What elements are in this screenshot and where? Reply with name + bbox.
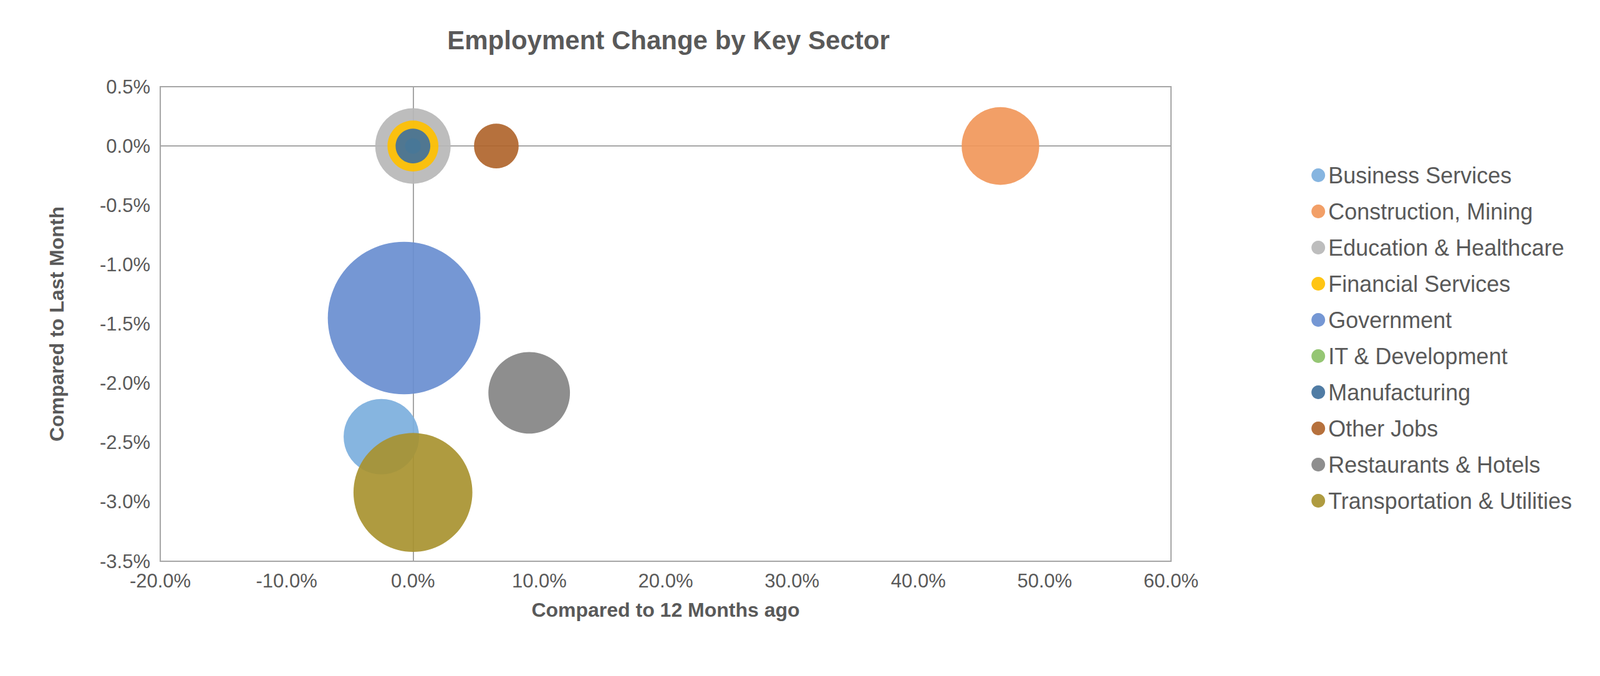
svg-text:Manufacturing: Manufacturing xyxy=(1328,379,1471,406)
svg-text:-3.0%: -3.0% xyxy=(99,490,151,513)
svg-text:Financial Services: Financial Services xyxy=(1328,271,1511,297)
svg-text:-10.0%: -10.0% xyxy=(256,569,318,592)
svg-text:Education & Healthcare: Education & Healthcare xyxy=(1328,235,1564,261)
svg-text:-20.0%: -20.0% xyxy=(129,569,191,592)
svg-text:0.5%: 0.5% xyxy=(106,76,151,98)
svg-text:10.0%: 10.0% xyxy=(511,569,567,592)
svg-text:Business Services: Business Services xyxy=(1328,162,1512,189)
svg-text:-3.5%: -3.5% xyxy=(99,550,151,573)
svg-text:Compared to Last Month: Compared to Last Month xyxy=(45,206,68,442)
svg-text:Government: Government xyxy=(1328,307,1452,333)
svg-text:Employment Change by Key Secto: Employment Change by Key Sector xyxy=(447,25,890,55)
svg-text:-2.0%: -2.0% xyxy=(99,372,151,395)
svg-text:Compared to 12 Months ago: Compared to 12 Months ago xyxy=(531,598,800,622)
svg-text:-1.0%: -1.0% xyxy=(99,253,151,276)
svg-text:60.0%: 60.0% xyxy=(1143,569,1199,592)
svg-text:IT & Development: IT & Development xyxy=(1328,343,1508,370)
svg-text:50.0%: 50.0% xyxy=(1016,569,1072,592)
svg-text:Restaurants & Hotels: Restaurants & Hotels xyxy=(1328,452,1541,478)
svg-text:-2.5%: -2.5% xyxy=(99,431,151,454)
svg-text:30.0%: 30.0% xyxy=(764,569,820,592)
svg-text:-0.5%: -0.5% xyxy=(99,194,151,217)
svg-text:0.0%: 0.0% xyxy=(106,135,151,158)
svg-text:-1.5%: -1.5% xyxy=(99,313,151,335)
svg-text:Construction, Mining: Construction, Mining xyxy=(1328,198,1533,225)
svg-text:20.0%: 20.0% xyxy=(638,569,694,592)
svg-text:Other Jobs: Other Jobs xyxy=(1328,415,1438,442)
svg-text:40.0%: 40.0% xyxy=(891,569,946,592)
svg-text:Transportation & Utilities: Transportation & Utilities xyxy=(1328,488,1572,514)
svg-text:0.0%: 0.0% xyxy=(390,569,436,592)
